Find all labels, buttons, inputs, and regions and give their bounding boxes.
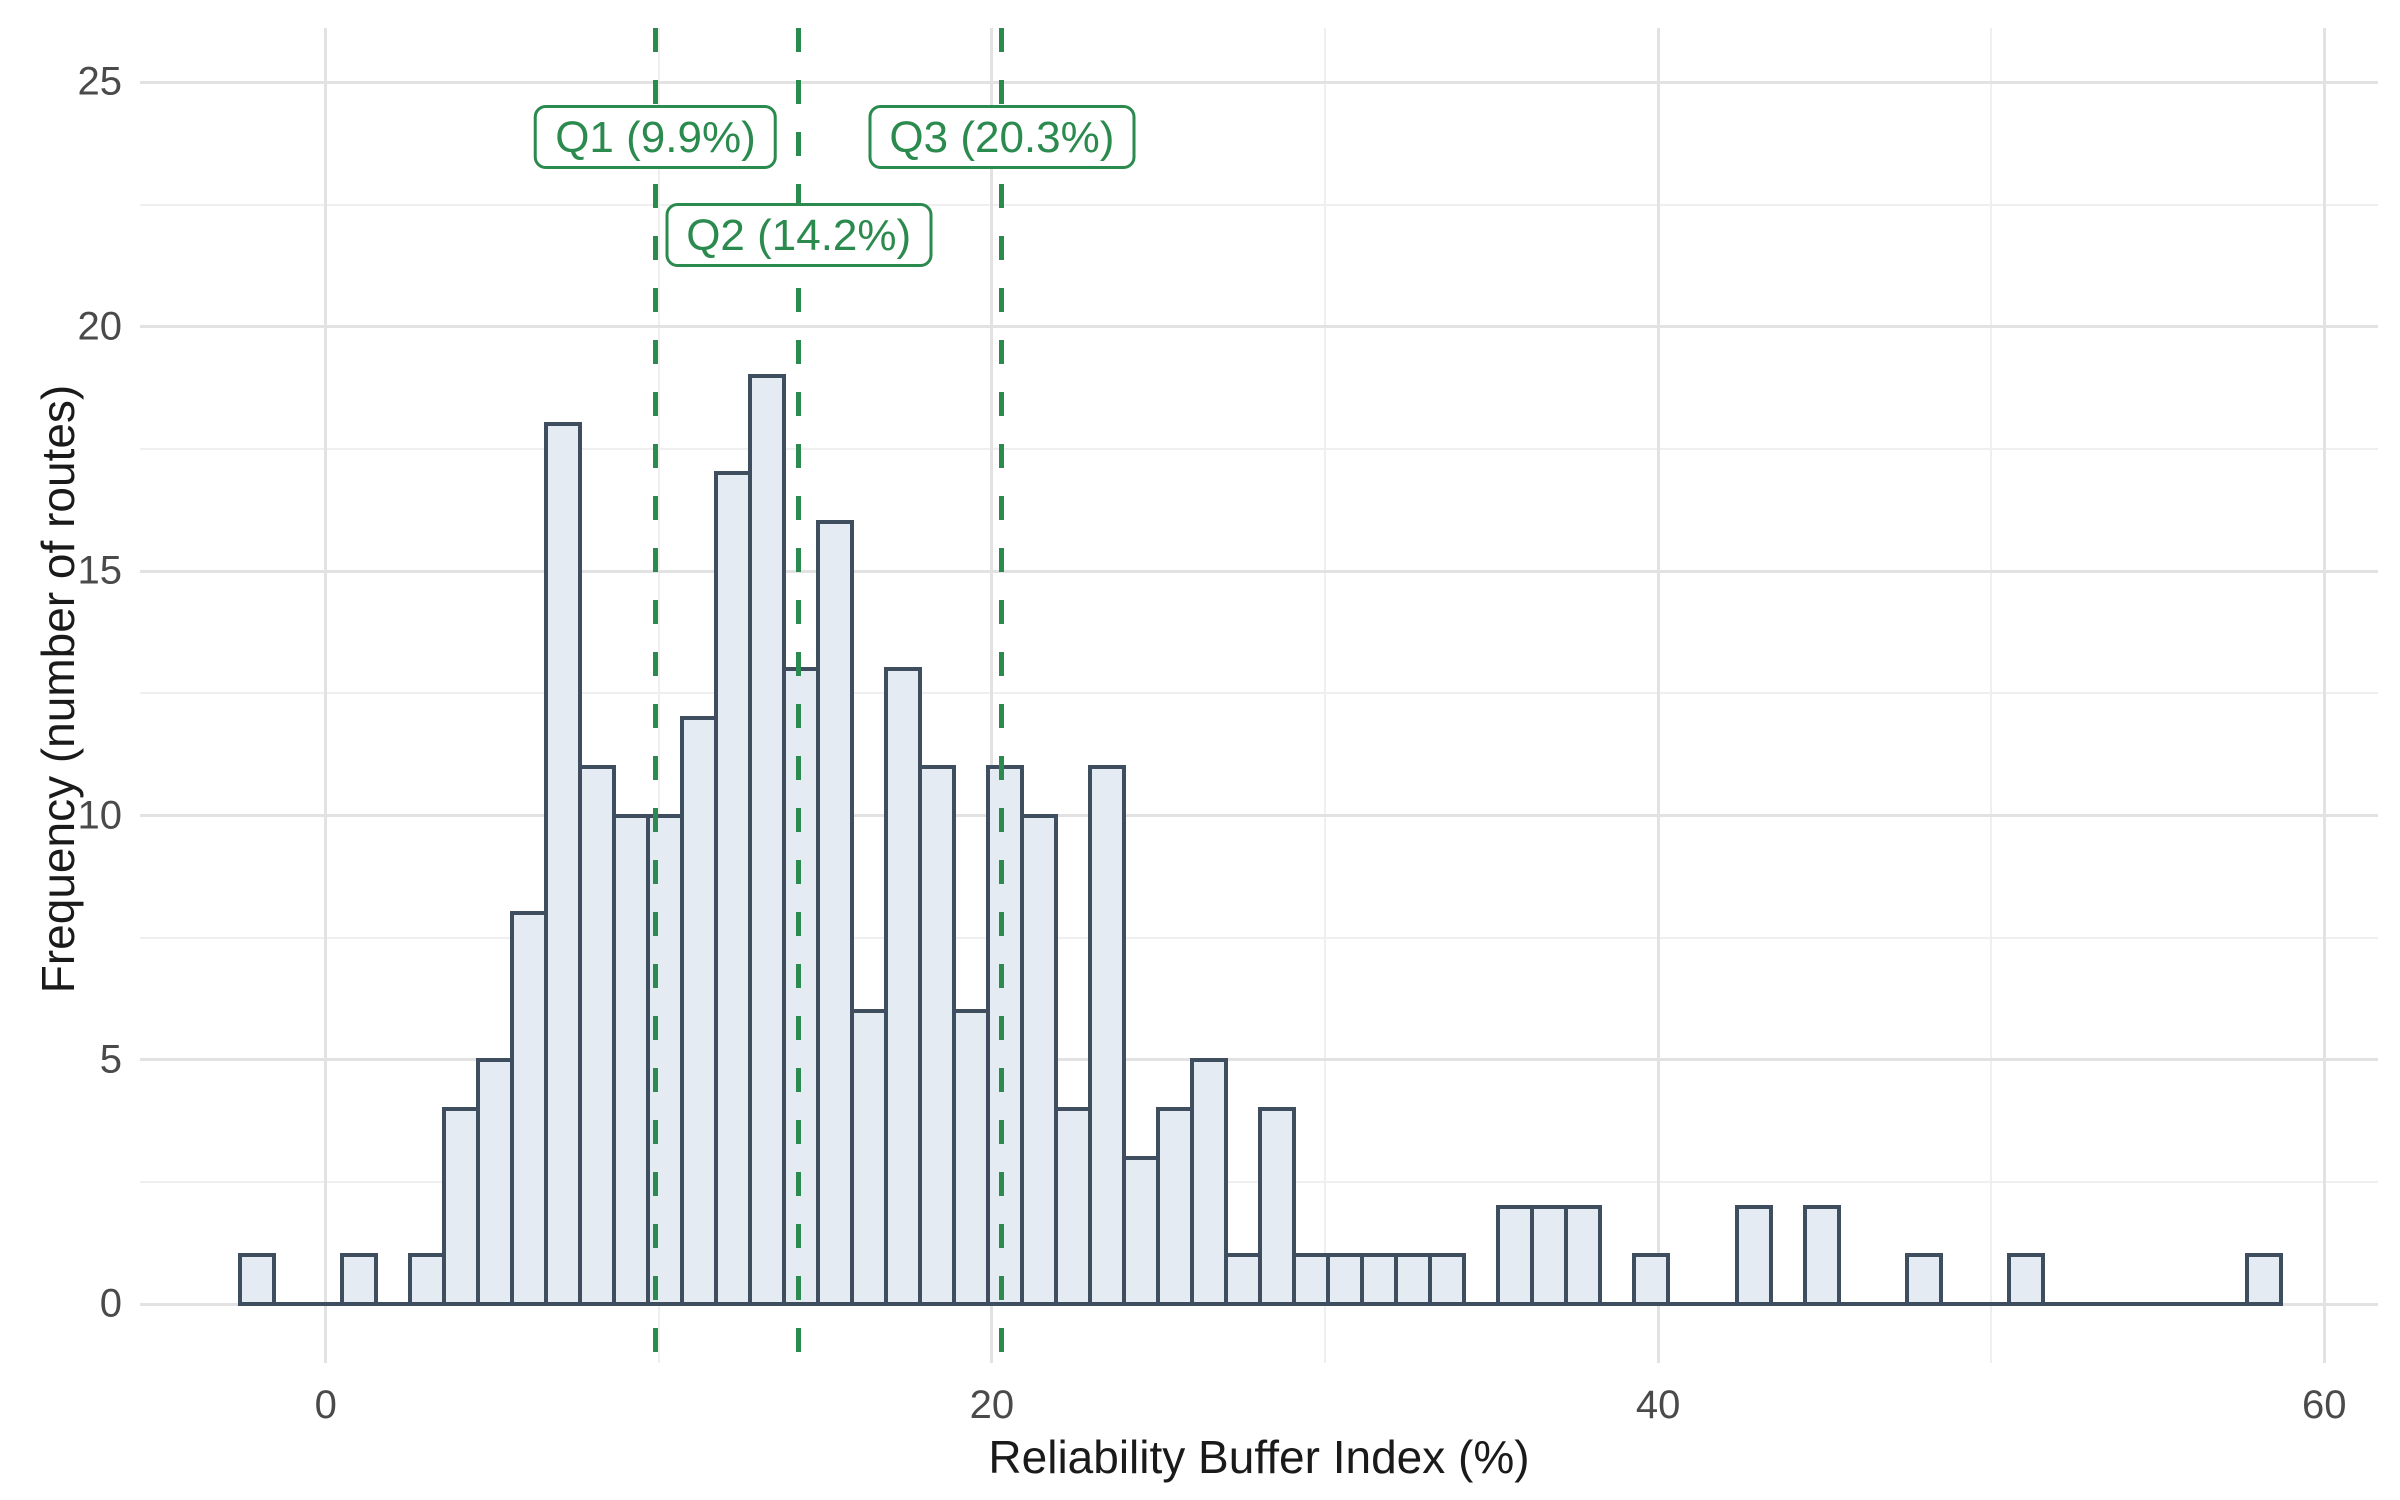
histogram-bar xyxy=(952,1009,991,1307)
histogram-bar xyxy=(1530,1204,1569,1307)
x-tick-label: 0 xyxy=(314,1383,337,1427)
histogram-bar xyxy=(986,764,1025,1307)
histogram-bar xyxy=(646,813,685,1307)
gridline-y-minor xyxy=(140,692,2378,695)
histogram-bar xyxy=(1802,1204,1841,1307)
gridline-x-minor xyxy=(1324,28,1326,1363)
x-axis-title: Reliability Buffer Index (%) xyxy=(988,1431,1530,1483)
gridline-y-minor xyxy=(140,447,2378,450)
histogram-bar xyxy=(1360,1253,1399,1307)
x-tick-label: 20 xyxy=(969,1383,1015,1427)
histogram-bar xyxy=(578,764,617,1307)
histogram-bar xyxy=(1428,1253,1467,1307)
y-tick-label: 15 xyxy=(77,548,123,593)
histogram-bar xyxy=(1292,1253,1331,1307)
gridline-y-major xyxy=(140,325,2378,329)
histogram-bar xyxy=(1224,1253,1263,1307)
histogram-bar xyxy=(2006,1253,2045,1307)
histogram-bar xyxy=(1326,1253,1365,1307)
gridline-x-minor xyxy=(657,28,660,1363)
histogram-bar xyxy=(612,813,651,1307)
histogram-bar xyxy=(1904,1253,1943,1307)
histogram-bar xyxy=(2244,1253,2283,1307)
histogram-bar xyxy=(1054,1106,1093,1307)
gridline-y-major xyxy=(140,814,2378,817)
histogram-bar xyxy=(850,1009,889,1307)
histogram-bar xyxy=(1564,1204,1603,1307)
quartile-line-q1 xyxy=(652,28,658,1363)
gridline-y-major xyxy=(140,1058,2378,1062)
histogram-bar xyxy=(442,1106,481,1307)
histogram-bar xyxy=(816,520,855,1307)
histogram-bar xyxy=(408,1253,447,1307)
gridline-x-minor xyxy=(1990,28,1993,1363)
gridline-x-major xyxy=(990,28,994,1363)
quartile-label-q1: Q1 (9.9%) xyxy=(534,105,777,169)
histogram-bar xyxy=(1122,1155,1161,1307)
histogram-bar xyxy=(1632,1253,1671,1307)
histogram-bar xyxy=(782,666,821,1307)
histogram-bar xyxy=(748,373,787,1307)
quartile-label-q2: Q2 (14.2%) xyxy=(665,203,933,267)
histogram-bar xyxy=(544,422,583,1307)
gridline-x-major xyxy=(2322,28,2326,1363)
gridline-x-major xyxy=(324,28,328,1363)
quartile-line-q2 xyxy=(796,28,802,1363)
histogram-bar xyxy=(1258,1106,1297,1307)
x-tick-label: 60 xyxy=(2302,1383,2347,1427)
histogram-bar xyxy=(1190,1057,1229,1307)
gridline-y-major xyxy=(140,80,2378,84)
y-tick-label: 20 xyxy=(77,304,123,349)
histogram-bar xyxy=(1020,813,1059,1307)
quartile-label-q3: Q3 (20.3%) xyxy=(868,105,1136,169)
gridline-y-minor xyxy=(140,936,2378,939)
x-tick-label: 40 xyxy=(1635,1383,1681,1427)
histogram-bar xyxy=(714,471,753,1307)
quartile-line-q3 xyxy=(999,28,1005,1363)
y-tick-label: 0 xyxy=(99,1281,122,1326)
histogram-bar xyxy=(476,1057,515,1307)
histogram-bar xyxy=(918,764,957,1307)
histogram-bar xyxy=(1496,1204,1535,1307)
histogram-bar xyxy=(884,666,923,1307)
histogram-bar xyxy=(1156,1106,1195,1307)
histogram-bar xyxy=(1088,764,1127,1307)
histogram-bar xyxy=(1734,1204,1773,1307)
gridline-y-minor xyxy=(140,203,2378,206)
histogram-bar xyxy=(340,1253,379,1307)
histogram-bar xyxy=(238,1253,277,1307)
histogram-bar xyxy=(680,715,719,1307)
histogram-bar xyxy=(510,911,549,1307)
y-tick-label: 5 xyxy=(99,1037,122,1082)
y-tick-label: 25 xyxy=(77,59,123,104)
histogram-bar xyxy=(1394,1253,1433,1307)
y-axis-title: Frequency (number of routes) xyxy=(32,384,84,994)
gridline-y-major xyxy=(140,569,2378,573)
y-tick-label: 10 xyxy=(77,793,123,837)
gridline-x-major xyxy=(1656,28,1660,1363)
